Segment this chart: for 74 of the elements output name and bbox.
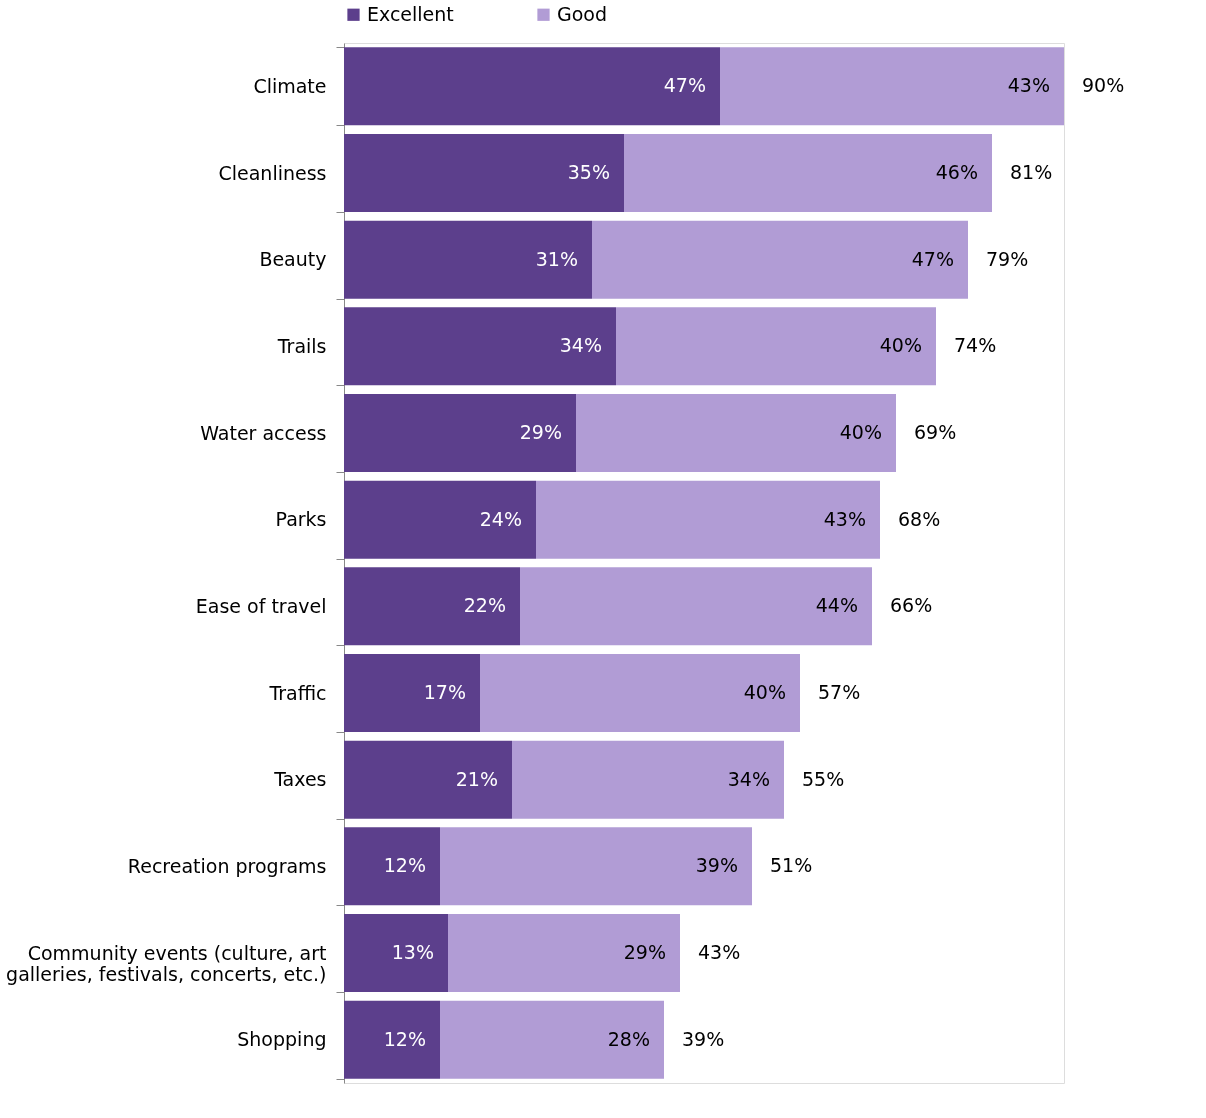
total-label: 55% <box>802 767 845 790</box>
y-tick-label: Parks <box>275 508 327 531</box>
y-tick-label: Beauty <box>259 248 327 271</box>
total-label: 43% <box>698 941 741 963</box>
bar <box>344 827 440 906</box>
bar <box>440 827 752 906</box>
bar <box>344 307 616 386</box>
bar <box>576 394 896 472</box>
bar <box>344 394 576 472</box>
bar <box>624 134 992 212</box>
bar <box>720 47 1064 126</box>
bar <box>440 1000 664 1079</box>
bar <box>344 220 592 299</box>
total-label: 68% <box>898 507 941 530</box>
data-label: 43% <box>1007 74 1050 97</box>
bar <box>344 480 536 559</box>
data-label: 39% <box>695 854 738 877</box>
total-label: 81% <box>1010 161 1053 183</box>
bar <box>344 134 624 212</box>
bar <box>592 220 968 299</box>
data-label: 12% <box>383 854 426 877</box>
y-tick-label: Community events (culture, art galleries, festivals, concerts, etc.) <box>6 941 327 985</box>
total-label: 69% <box>914 421 957 443</box>
y-tick-label: Water access <box>200 421 327 444</box>
bar <box>344 654 480 732</box>
bar <box>512 740 784 819</box>
data-label: 40% <box>839 421 882 443</box>
y-tick-label: Climate <box>253 74 327 97</box>
data-label: 29% <box>623 941 666 963</box>
legend-label: Good <box>557 2 608 25</box>
y-tick-label: Trails <box>276 334 327 357</box>
y-tick-label: Traffic <box>268 681 327 704</box>
data-label: 21% <box>455 767 498 790</box>
data-label: 17% <box>423 681 466 703</box>
data-label: 43% <box>823 507 866 530</box>
y-tick-label: Ease of travel <box>195 594 327 617</box>
bar <box>520 567 872 646</box>
data-label: 28% <box>607 1027 650 1050</box>
total-label: 39% <box>682 1027 725 1050</box>
y-tick-label: Shopping <box>237 1028 327 1051</box>
total-label: 90% <box>1082 74 1125 97</box>
data-label: 46% <box>935 161 978 183</box>
total-label: 57% <box>818 681 861 703</box>
y-tick-label: Recreation programs <box>127 854 327 877</box>
data-label: 44% <box>815 594 858 617</box>
data-label: 34% <box>559 334 602 357</box>
total-label: 79% <box>986 247 1029 270</box>
data-label: 35% <box>567 161 610 183</box>
data-label: 40% <box>879 334 922 357</box>
total-label: 66% <box>890 594 933 617</box>
bar <box>344 1000 440 1079</box>
data-label: 31% <box>535 247 578 270</box>
bar <box>480 654 800 732</box>
data-label: 29% <box>519 421 562 443</box>
y-tick-label: Cleanliness <box>218 161 327 184</box>
y-tick-label: Taxes <box>273 768 327 791</box>
data-label: 47% <box>663 74 706 97</box>
bar <box>344 914 448 992</box>
data-label: 24% <box>479 507 522 530</box>
data-label: 22% <box>463 594 506 617</box>
data-label: 34% <box>727 767 770 790</box>
data-label: 12% <box>383 1027 426 1050</box>
total-label: 51% <box>770 854 813 877</box>
bar <box>448 914 680 992</box>
data-label: 13% <box>391 941 434 963</box>
bar <box>344 740 512 819</box>
data-label: 40% <box>743 681 786 703</box>
total-label: 74% <box>954 334 997 357</box>
bar <box>616 307 936 386</box>
bar <box>344 567 520 646</box>
bar <box>536 480 880 559</box>
bar <box>344 47 720 126</box>
legend-label: Excellent <box>367 2 454 25</box>
data-label: 47% <box>911 247 954 270</box>
